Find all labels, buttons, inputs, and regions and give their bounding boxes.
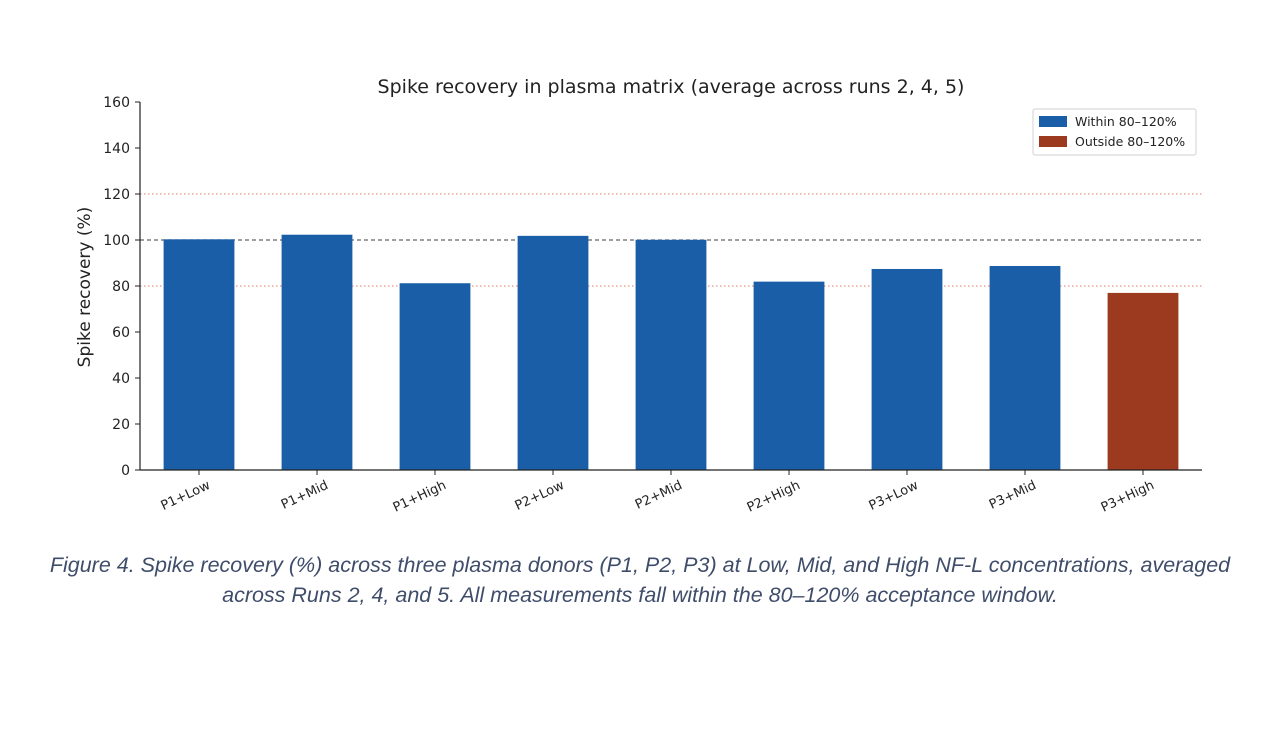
bar-p1-high (399, 283, 471, 470)
y-tick-label: 20 (112, 417, 130, 433)
legend-label: Within 80–120% (1075, 114, 1177, 129)
caption-line-1: Figure 4. Spike recovery (%) across thre… (49, 553, 1231, 577)
legend-swatch (1039, 136, 1067, 147)
bar-p2-mid (635, 239, 707, 470)
x-tick-label: P3+Low (867, 478, 921, 514)
x-tick-label: P1+Mid (279, 478, 331, 513)
x-tick-label: P1+Low (159, 478, 213, 514)
figure-caption: Figure 4. Spike recovery (%) across thre… (0, 550, 1280, 610)
bar-p1-low (163, 239, 235, 470)
y-axis-label: Spike recovery (%) (75, 207, 95, 368)
y-tick-label: 60 (112, 325, 130, 341)
x-tick-label: P2+Mid (633, 478, 685, 513)
y-tick-label: 80 (112, 279, 130, 295)
x-tick-label: P3+Mid (987, 478, 1039, 513)
y-tick-label: 120 (103, 187, 130, 203)
y-tick-label: 40 (112, 371, 130, 387)
x-tick-label: P1+High (391, 478, 449, 516)
legend-label: Outside 80–120% (1075, 134, 1185, 149)
bar-p3-high (1107, 292, 1179, 470)
y-tick-label: 160 (103, 95, 130, 111)
caption-line-2: across Runs 2, 4, and 5. All measurement… (222, 583, 1058, 607)
bar-p3-low (871, 268, 943, 470)
legend: Within 80–120% Outside 80–120% (1032, 108, 1197, 156)
legend-box (1032, 108, 1197, 156)
x-axis-ticks: P1+Low P1+Mid P1+High P2+Low P2+Mid P2+High P3… (159, 470, 1157, 516)
bar-p2-low (517, 235, 589, 470)
x-tick-label: P3+High (1099, 478, 1157, 516)
bar-p1-mid (281, 234, 353, 470)
y-tick-label: 100 (103, 233, 130, 249)
y-tick-label: 140 (103, 141, 130, 157)
bar-p2-high (753, 281, 825, 470)
bar-chart: Spike recovery in plasma matrix (average… (75, 76, 1202, 516)
legend-swatch (1039, 116, 1067, 127)
chart-title: Spike recovery in plasma matrix (average… (378, 76, 965, 98)
y-tick-label: 0 (121, 463, 130, 479)
y-axis-ticks: 0 20 40 60 80 100 120 140 160 (103, 95, 140, 479)
x-tick-label: P2+High (745, 478, 803, 516)
bar-p3-mid (989, 265, 1061, 470)
x-tick-label: P2+Low (513, 478, 567, 514)
bars (163, 234, 1179, 470)
